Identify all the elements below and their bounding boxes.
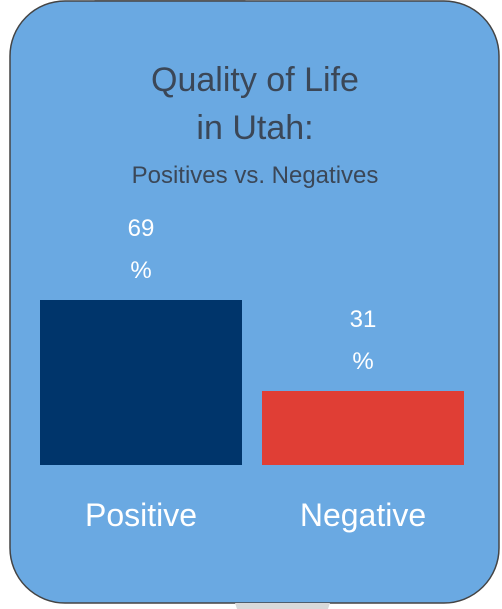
bar [40, 300, 242, 465]
bar [262, 390, 464, 465]
x-tick-label: Positive [84, 497, 198, 533]
chart-title: in Utah: [196, 109, 314, 147]
bottom-tab [235, 603, 330, 609]
value-label: 31 % [349, 305, 377, 375]
x-tick-label: Negative [299, 497, 427, 533]
chart-subtitle: Positives vs. Negatives [131, 162, 379, 189]
chart-title: Quality of Life [151, 61, 359, 99]
value-label: 69 % [127, 215, 155, 284]
